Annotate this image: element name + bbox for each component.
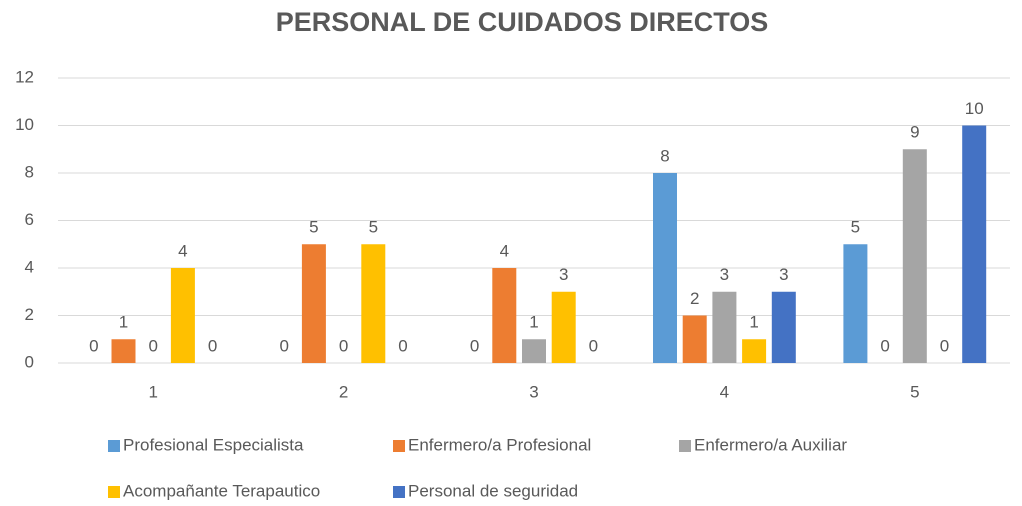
y-tick-label: 4 — [25, 257, 34, 276]
data-label: 5 — [369, 218, 378, 237]
y-tick-label: 2 — [25, 305, 34, 324]
legend-label: Enfermero/a Auxiliar — [694, 435, 847, 454]
bar — [361, 244, 386, 363]
legend-swatch — [108, 486, 120, 498]
bar — [742, 339, 767, 363]
data-label: 4 — [178, 241, 187, 260]
legend-swatch — [393, 486, 405, 498]
data-label: 3 — [779, 265, 788, 284]
bar — [492, 268, 517, 363]
data-label: 4 — [500, 241, 509, 260]
legend-label: Enfermero/a Profesional — [408, 435, 591, 454]
x-tick-label: 5 — [910, 382, 919, 401]
data-label: 1 — [119, 313, 128, 332]
legend-label: Profesional Especialista — [123, 435, 304, 454]
bar — [551, 291, 576, 363]
data-label: 0 — [279, 336, 288, 355]
bar — [111, 339, 136, 363]
x-tick-label: 2 — [339, 382, 348, 401]
legend-swatch — [679, 440, 691, 452]
bar — [682, 315, 707, 363]
data-label: 0 — [208, 336, 217, 355]
y-tick-label: 10 — [15, 115, 34, 134]
data-label: 0 — [940, 336, 949, 355]
data-label: 0 — [339, 336, 348, 355]
data-label: 5 — [851, 218, 860, 237]
data-label: 0 — [398, 336, 407, 355]
data-label: 5 — [309, 218, 318, 237]
bar — [843, 244, 868, 363]
bar — [771, 291, 796, 363]
legend-swatch — [108, 440, 120, 452]
data-label: 0 — [89, 336, 98, 355]
data-label: 0 — [589, 336, 598, 355]
y-tick-label: 12 — [15, 67, 34, 86]
y-tick-label: 8 — [25, 162, 34, 181]
data-label: 3 — [559, 265, 568, 284]
legend-swatch — [393, 440, 405, 452]
legend-label: Acompañante Terapautico — [123, 481, 320, 500]
x-tick-label: 4 — [720, 382, 729, 401]
y-tick-label: 0 — [25, 352, 34, 371]
legend-label: Personal de seguridad — [408, 481, 578, 500]
bar — [301, 244, 326, 363]
bar — [170, 268, 195, 363]
bar — [712, 291, 737, 363]
data-label: 3 — [720, 265, 729, 284]
x-tick-label: 1 — [148, 382, 157, 401]
bar — [522, 339, 546, 363]
y-tick-label: 6 — [25, 210, 34, 229]
data-label: 1 — [749, 313, 758, 332]
bar — [902, 149, 927, 363]
data-label: 0 — [880, 336, 889, 355]
data-label: 1 — [529, 313, 538, 332]
x-tick-label: 3 — [529, 382, 538, 401]
bar — [653, 173, 677, 363]
data-label: 8 — [660, 146, 669, 165]
data-label: 9 — [910, 123, 919, 142]
chart-title: PERSONAL DE CUIDADOS DIRECTOS — [276, 7, 769, 37]
data-label: 2 — [690, 289, 699, 308]
data-label: 0 — [148, 336, 157, 355]
bar — [962, 125, 987, 363]
data-label: 10 — [965, 99, 984, 118]
data-label: 0 — [470, 336, 479, 355]
